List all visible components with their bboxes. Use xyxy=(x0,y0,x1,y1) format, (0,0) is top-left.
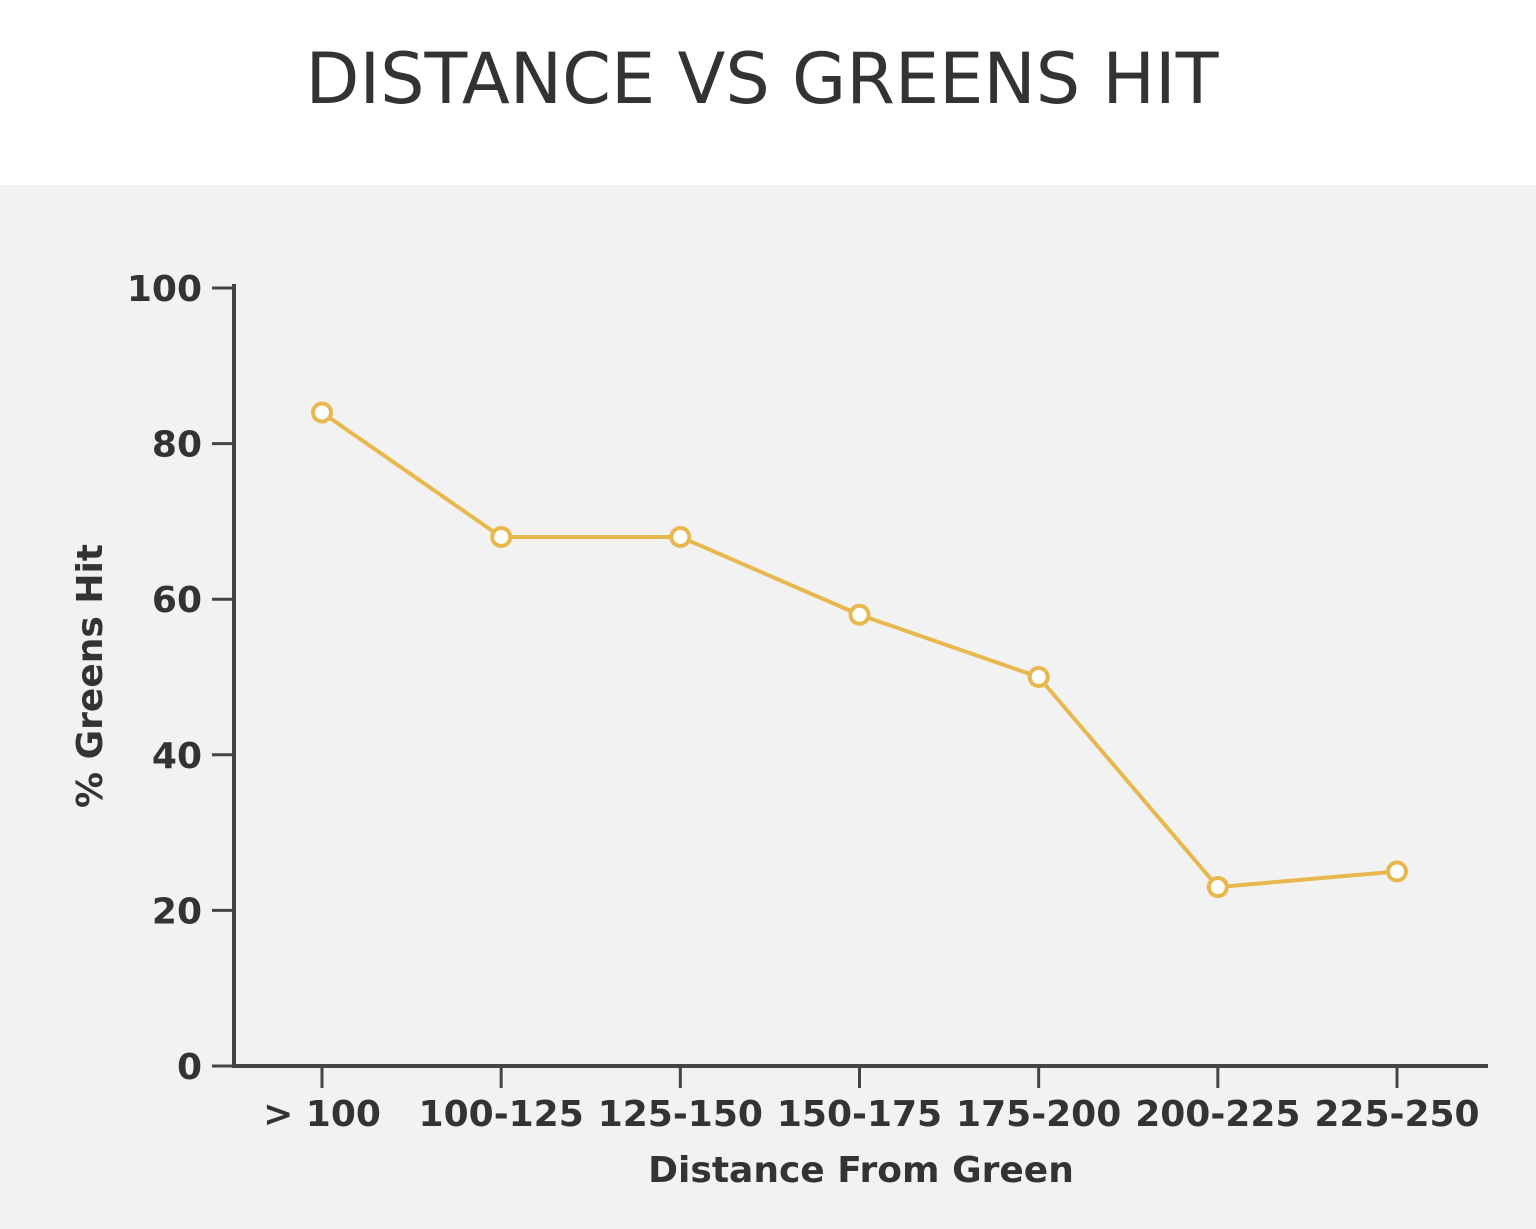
x-tick-label: > 100 xyxy=(263,1094,381,1135)
title-bar: DISTANCE VS GREENS HIT xyxy=(0,0,1536,185)
data-point xyxy=(1027,666,1050,688)
y-axis-title: % Greens Hit xyxy=(70,544,111,808)
y-tick-label: 40 xyxy=(152,736,202,777)
data-point xyxy=(848,603,871,626)
y-tick-label: 80 xyxy=(152,425,202,466)
x-axis: > 100 100-125 125-150 150-175 175-200 200-225… xyxy=(232,1064,1488,1135)
series-line xyxy=(320,410,1398,890)
y-tick-label: 20 xyxy=(152,891,202,932)
x-tick-label: 125-150 xyxy=(598,1094,763,1135)
chart-title: DISTANCE VS GREENS HIT xyxy=(305,38,1219,120)
x-axis-title: Distance From Green xyxy=(648,1150,1074,1191)
x-tick-label: 150-175 xyxy=(777,1094,942,1135)
series-group xyxy=(311,401,1408,899)
data-point xyxy=(1386,860,1408,883)
y-tick-label: 0 xyxy=(177,1047,202,1088)
x-tick-label: 200-225 xyxy=(1135,1094,1300,1135)
x-tick-label: 175-200 xyxy=(956,1094,1121,1135)
data-point xyxy=(1206,876,1229,899)
y-axis: 0 20 40 60 80 100 xyxy=(127,269,236,1088)
data-point xyxy=(669,525,692,548)
x-tick-label: 100-125 xyxy=(419,1094,584,1135)
data-point xyxy=(490,525,513,548)
x-tick-label: 225-250 xyxy=(1314,1094,1479,1135)
chart-panel xyxy=(0,185,1536,1229)
y-tick-label: 100 xyxy=(127,269,202,310)
y-tick-label: 60 xyxy=(152,580,202,621)
data-point xyxy=(311,401,333,424)
